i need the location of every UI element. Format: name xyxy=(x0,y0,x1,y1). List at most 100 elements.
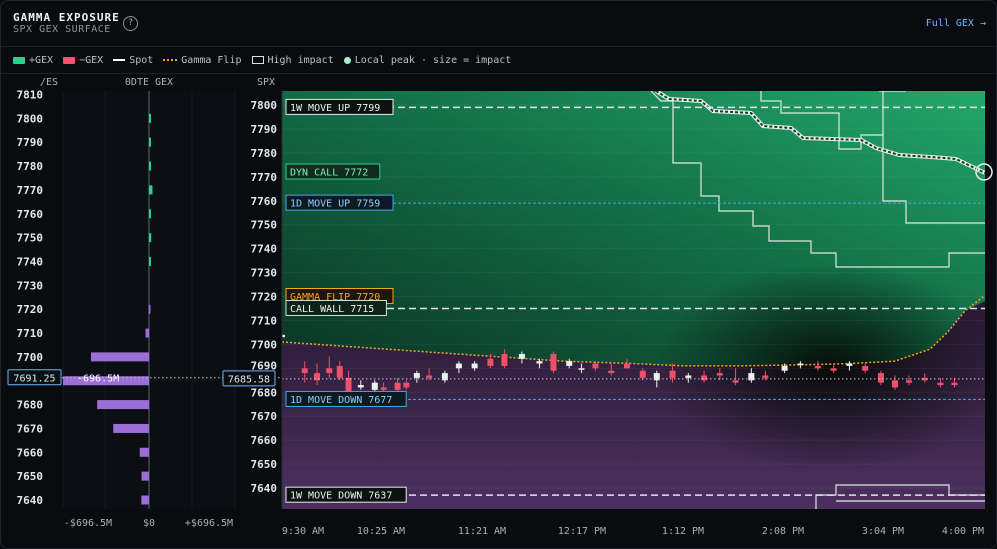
candle-body xyxy=(394,382,401,390)
y-tick-label: 7800 xyxy=(251,99,278,112)
arrow-right-icon: → xyxy=(979,18,986,29)
gamma-flip-curve xyxy=(282,294,985,367)
y-tick-label: 7740 xyxy=(17,255,44,268)
candle-body xyxy=(455,363,462,369)
y-tick-label: 7660 xyxy=(251,434,278,447)
y-tick-label: 7700 xyxy=(17,351,44,364)
y-tick-label: 7750 xyxy=(17,232,44,245)
panel-header: GAMMA EXPOSURE SPX GEX SURFACE ? Full GE… xyxy=(1,1,996,47)
panel-title: GAMMA EXPOSURE xyxy=(13,11,120,24)
legend-item: High impact xyxy=(251,54,334,66)
plot-area xyxy=(282,91,985,509)
candle-body xyxy=(441,373,448,381)
level-label: 1D MOVE UP 7759 xyxy=(290,199,380,210)
level-label-box xyxy=(285,390,407,407)
level-label: 1W MOVE UP 7799 xyxy=(290,103,380,114)
level-label: GAMMA FLIP 7720 xyxy=(290,292,380,303)
x-tick-label: 3:04 PM xyxy=(862,526,904,537)
candle-body xyxy=(685,375,692,378)
gex-bar xyxy=(141,471,149,481)
legend-label: Local peak · size = impact xyxy=(354,54,512,66)
candle-body xyxy=(487,358,494,366)
candle-body xyxy=(639,370,646,378)
x-tick-label: 1:12 PM xyxy=(662,526,704,537)
legend-item: Gamma Flip xyxy=(163,55,242,66)
candle-body xyxy=(471,363,478,369)
y-tick-label: 7670 xyxy=(17,422,44,435)
candle-body xyxy=(501,353,508,366)
legend-label: High impact xyxy=(267,54,334,66)
y-tick-label: 7740 xyxy=(251,243,278,256)
legend-divider xyxy=(1,73,996,74)
x-tick-label: 10:25 AM xyxy=(357,526,405,537)
gex-bar xyxy=(149,161,151,171)
y-tick-label: 7710 xyxy=(251,314,278,327)
legend-item: +GEX xyxy=(13,55,53,66)
y-tick-label: 7710 xyxy=(17,327,44,340)
panel-subtitle: SPX GEX SURFACE xyxy=(13,24,111,35)
candle-body xyxy=(830,368,837,371)
legend-label: Spot xyxy=(129,54,154,66)
candle-body xyxy=(732,380,739,383)
level-label: DYN CALL 7772 xyxy=(290,168,368,179)
candle-body xyxy=(748,373,755,381)
candle-body xyxy=(566,361,573,366)
x-tick-label: +$696.5M xyxy=(185,518,233,529)
level-label-box xyxy=(285,486,407,503)
level-label: CALL WALL 7715 xyxy=(290,304,374,315)
y-tick-label: 7680 xyxy=(251,386,278,399)
candle-body xyxy=(380,387,387,390)
question-circle-icon[interactable]: ? xyxy=(123,16,138,31)
candle-body xyxy=(357,385,364,388)
left-chart-title: 0DTE GEX xyxy=(125,77,173,88)
y-tick-label: 7760 xyxy=(17,208,44,221)
y-tick-label: 7720 xyxy=(17,303,44,316)
y-tick-label: 7660 xyxy=(17,446,44,459)
legend-swatch xyxy=(13,56,25,64)
gex-bar xyxy=(149,137,151,147)
y-tick-label: 7730 xyxy=(251,267,278,280)
candle-body xyxy=(592,363,599,369)
gex-bar xyxy=(97,400,149,410)
y-tick-label: 7780 xyxy=(17,160,44,173)
candle-body xyxy=(301,368,308,374)
candle-body xyxy=(862,365,869,371)
full-gex-link[interactable]: Full GEX → xyxy=(926,18,986,29)
dynamic-call-path-outer xyxy=(654,91,985,175)
legend-swatch xyxy=(63,56,76,64)
candle-body xyxy=(669,370,676,378)
gex-bar xyxy=(63,376,149,386)
candle-body xyxy=(536,361,543,364)
legend-label: +GEX xyxy=(29,54,54,66)
y-tick-label: 7770 xyxy=(251,171,278,184)
candle-body xyxy=(653,373,660,381)
x-tick-label: 12:17 PM xyxy=(558,526,606,537)
legend-item: Spot xyxy=(113,55,153,66)
level-label-box xyxy=(285,98,394,115)
candle-body xyxy=(403,382,410,388)
chart-legend: +GEX −GEX Spot Gamma Flip High impact Local p… xyxy=(13,53,511,67)
level-label: 1D MOVE DOWN 7677 xyxy=(290,395,392,406)
candle-body xyxy=(336,365,343,378)
candle-body xyxy=(921,377,928,381)
y-tick-label: 7760 xyxy=(251,195,278,208)
left-axis-label: /ES xyxy=(40,77,58,88)
candle-body xyxy=(326,368,333,374)
full-gex-label: Full GEX xyxy=(925,18,974,29)
y-tick-label: 7780 xyxy=(251,147,278,160)
candle-body xyxy=(518,353,525,359)
y-tick-label: 7800 xyxy=(17,112,44,125)
spot-price-box xyxy=(222,370,276,387)
candle-body xyxy=(282,334,285,338)
legend-swatch xyxy=(343,56,351,64)
y-tick-label: 7700 xyxy=(251,338,278,351)
candle-body xyxy=(371,382,378,390)
y-tick-label: 7690 xyxy=(251,359,278,372)
gex-bar xyxy=(149,256,151,266)
high-impact-contour xyxy=(760,91,884,150)
x-tick-label: 11:21 AM xyxy=(458,526,506,537)
candle-body xyxy=(578,368,585,370)
y-tick-label: 7750 xyxy=(251,219,278,232)
x-tick-label: $0 xyxy=(143,518,155,529)
